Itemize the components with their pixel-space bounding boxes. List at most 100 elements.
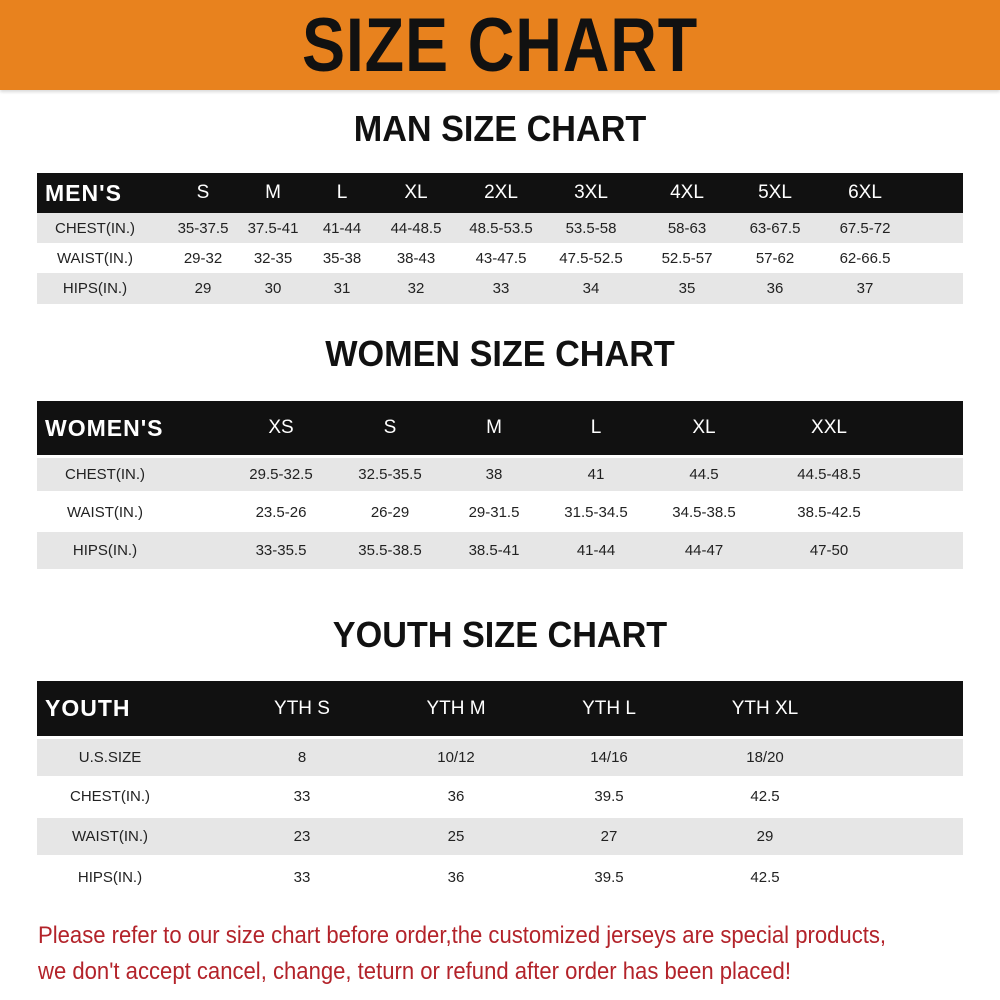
measurement-value: 47.5-52.5	[559, 249, 623, 267]
measurement-value: 25	[447, 828, 465, 845]
measurement-value: 38.5-42.5	[797, 503, 861, 521]
measurement-value: 33	[492, 280, 510, 297]
youth-size-table: YOUTH YTH S YTH M YTH L YTH XL U.S.SIZE 8 10/12…	[37, 681, 963, 896]
measurement-value: 23.5-26	[255, 503, 307, 521]
banner-title: SIZE CHART	[301, 2, 699, 88]
size-header-cell: YTH XL	[731, 697, 799, 719]
measurement-value: 41-44	[576, 542, 616, 559]
size-header-cell: L	[336, 182, 348, 203]
youth-section-title: YOUTH SIZE CHART	[332, 614, 668, 655]
measurement-value: 37.5-41	[247, 219, 299, 237]
measurement-value: 44.5-48.5	[797, 466, 861, 483]
size-chart-banner: SIZE CHART	[0, 0, 1000, 90]
men-size-table: MEN'S S M L XL 2XL 3XL 4XL 5XL 6XL CHEST(IN.) 35-37…	[37, 173, 963, 304]
size-header-cell: YTH L	[582, 697, 636, 719]
measurement-value: 32-35	[253, 249, 293, 267]
table-header-label: MEN'S	[45, 179, 122, 206]
measurement-value: 34.5-38.5	[672, 503, 736, 521]
table-row: U.S.SIZE 8 10/12 14/16 18/20	[37, 739, 963, 776]
measurement-value: 14/16	[590, 749, 628, 766]
measurement-value: 36	[447, 788, 465, 805]
measurement-value: 31	[333, 280, 351, 297]
measurement-value: 67.5-72	[839, 219, 891, 237]
measurement-value: 29-31.5	[468, 503, 520, 521]
measurement-value: 41-44	[322, 219, 362, 237]
measurement-value: 47-50	[809, 542, 849, 559]
measurement-value: 36	[447, 868, 465, 886]
measurement-value: 39.5	[594, 788, 624, 805]
table-row: CHEST(IN.) 33 36 39.5 42.5	[37, 778, 963, 815]
measurement-value: 52.5-57	[661, 249, 713, 267]
measurement-value: 37	[856, 280, 874, 297]
women-size-table: WOMEN'S XS S M L XL XXL CHEST(IN.) 29.5-32.5 32.5…	[37, 401, 963, 569]
measurement-value: 31.5-34.5	[564, 503, 628, 521]
measurement-value: 53.5-58	[565, 219, 617, 237]
measurement-label: HIPS(IN.)	[72, 542, 138, 559]
measurement-value: 34	[582, 280, 600, 297]
footer-notice-line-1: Please refer to our size chart before or…	[38, 922, 887, 949]
measurement-value: 41	[587, 466, 605, 483]
table-row: WAIST(IN.) 23.5-26 26-29 29-31.5 31.5-34.5 34…	[37, 493, 963, 531]
measurement-value: 10/12	[437, 749, 475, 766]
measurement-value: 33	[293, 788, 311, 805]
measurement-value: 42.5	[750, 868, 780, 886]
table-header-label: WOMEN'S	[45, 414, 164, 441]
measurement-value: 33-35.5	[255, 542, 307, 559]
measurement-value: 38-43	[396, 249, 436, 267]
size-header-cell: 6XL	[848, 182, 882, 203]
measurement-value: 26-29	[370, 503, 410, 521]
measurement-value: 29	[756, 828, 774, 845]
size-header-cell: YTH M	[426, 697, 486, 719]
table-row: HIPS(IN.) 33 36 39.5 42.5	[37, 858, 963, 896]
measurement-value: 35.5-38.5	[358, 542, 422, 559]
measurement-label: CHEST(IN.)	[70, 788, 150, 805]
table-row: CHEST(IN.) 29.5-32.5 32.5-35.5 38 41 44.5 44.5…	[37, 458, 963, 491]
measurement-value: 63-67.5	[749, 219, 801, 237]
measurement-value: 58-63	[667, 219, 707, 237]
measurement-value: 29.5-32.5	[249, 466, 313, 483]
measurement-label: HIPS(IN.)	[62, 280, 128, 297]
size-header-cell: S	[196, 182, 210, 203]
size-header-cell: L	[590, 417, 602, 438]
measurement-value: 8	[297, 749, 307, 766]
measurement-value: 38.5-41	[468, 542, 520, 559]
measurement-value: 39.5	[594, 868, 624, 886]
measurement-label: WAIST(IN.)	[66, 503, 144, 521]
measurement-value: 35-37.5	[177, 219, 229, 237]
measurement-label: CHEST(IN.)	[65, 466, 145, 483]
table-row: HIPS(IN.) 33-35.5 35.5-38.5 38.5-41 41-44 44-…	[37, 532, 963, 569]
measurement-value: 44-48.5	[390, 219, 442, 237]
women-section-title: WOMEN SIZE CHART	[325, 333, 675, 374]
size-header-cell: XXL	[811, 417, 847, 438]
measurement-value: 62-66.5	[839, 249, 891, 267]
measurement-value: 43-47.5	[475, 249, 527, 267]
measurement-value: 35-38	[322, 249, 362, 267]
youth-header-row: YOUTH YTH S YTH M YTH L YTH XL	[37, 681, 963, 736]
measurement-value: 57-62	[755, 249, 795, 267]
measurement-value: 35	[678, 280, 696, 297]
table-row: WAIST(IN.) 23 25 27 29	[37, 818, 963, 855]
size-header-cell: XS	[268, 417, 294, 438]
measurement-value: 38	[485, 466, 503, 483]
measurement-value: 44.5	[689, 466, 719, 483]
table-row: CHEST(IN.) 35-37.5 37.5-41 41-44 44-48.5 48.5…	[37, 213, 963, 243]
measurement-value: 27	[600, 828, 618, 845]
measurement-value: 48.5-53.5	[469, 219, 533, 237]
size-header-cell: 5XL	[758, 182, 792, 203]
measurement-value: 44-47	[684, 542, 724, 559]
measurement-value: 23	[293, 828, 311, 845]
table-row: WAIST(IN.) 29-32 32-35 35-38 38-43 43-47.5 47.…	[37, 243, 963, 273]
measurement-value: 29	[194, 280, 212, 297]
table-header-label: YOUTH	[45, 695, 131, 721]
size-header-cell: YTH S	[274, 697, 330, 719]
size-header-cell: XL	[404, 182, 428, 203]
measurement-value: 36	[766, 280, 784, 297]
measurement-value: 33	[293, 868, 311, 886]
size-header-cell: 3XL	[574, 182, 608, 203]
measurement-value: 32.5-35.5	[358, 466, 422, 483]
women-header-row: WOMEN'S XS S M L XL XXL	[37, 401, 963, 455]
measurement-label: WAIST(IN.)	[71, 828, 149, 845]
men-header-row: MEN'S S M L XL 2XL 3XL 4XL 5XL 6XL	[37, 173, 963, 213]
men-section-title: MAN SIZE CHART	[353, 108, 647, 149]
measurement-label: CHEST(IN.)	[55, 219, 135, 237]
